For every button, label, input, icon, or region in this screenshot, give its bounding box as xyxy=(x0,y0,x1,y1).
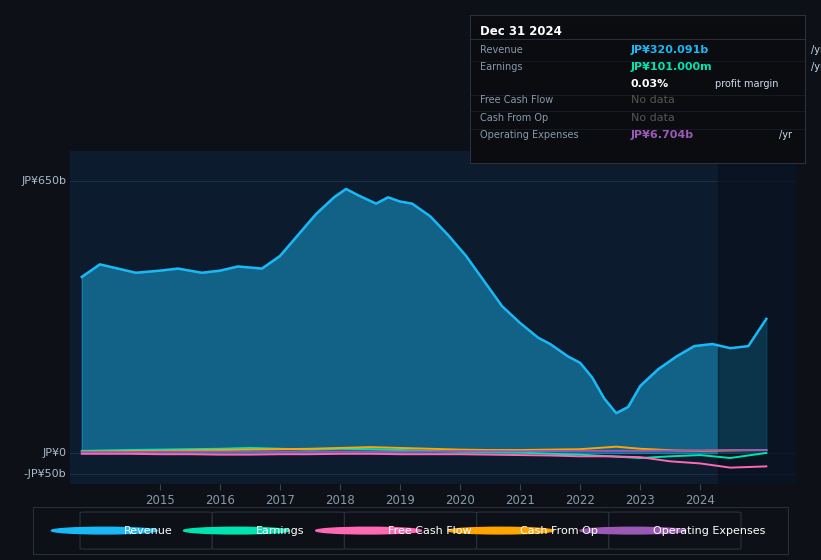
Text: JP¥320.091b: JP¥320.091b xyxy=(631,45,709,55)
Circle shape xyxy=(184,528,289,534)
Text: 0.03%: 0.03% xyxy=(631,78,669,88)
Bar xyxy=(718,151,796,484)
Text: Operating Expenses: Operating Expenses xyxy=(653,526,765,535)
Text: Revenue: Revenue xyxy=(124,526,172,535)
Text: Free Cash Flow: Free Cash Flow xyxy=(388,526,472,535)
Text: Cash From Op: Cash From Op xyxy=(480,113,548,123)
FancyBboxPatch shape xyxy=(80,512,212,549)
Text: /yr: /yr xyxy=(779,130,792,141)
FancyBboxPatch shape xyxy=(609,512,741,549)
Text: Earnings: Earnings xyxy=(256,526,305,535)
Text: No data: No data xyxy=(631,95,675,105)
Circle shape xyxy=(316,528,421,534)
Text: JP¥6.704b: JP¥6.704b xyxy=(631,130,694,141)
FancyBboxPatch shape xyxy=(476,512,609,549)
Text: No data: No data xyxy=(631,113,675,123)
Text: /yr: /yr xyxy=(811,62,821,72)
Circle shape xyxy=(52,528,157,534)
Text: profit margin: profit margin xyxy=(714,78,778,88)
Text: Dec 31 2024: Dec 31 2024 xyxy=(480,25,562,39)
Text: /yr: /yr xyxy=(811,45,821,55)
Text: -JP¥50b: -JP¥50b xyxy=(24,469,67,479)
Text: Free Cash Flow: Free Cash Flow xyxy=(480,95,553,105)
Text: JP¥101.000m: JP¥101.000m xyxy=(631,62,713,72)
Circle shape xyxy=(580,528,686,534)
Text: Operating Expenses: Operating Expenses xyxy=(480,130,579,141)
Circle shape xyxy=(448,528,553,534)
Text: JP¥650b: JP¥650b xyxy=(21,175,67,185)
Text: Cash From Op: Cash From Op xyxy=(521,526,599,535)
Text: JP¥0: JP¥0 xyxy=(42,448,67,458)
FancyBboxPatch shape xyxy=(345,512,476,549)
Text: Earnings: Earnings xyxy=(480,62,522,72)
FancyBboxPatch shape xyxy=(212,512,345,549)
Text: Revenue: Revenue xyxy=(480,45,523,55)
